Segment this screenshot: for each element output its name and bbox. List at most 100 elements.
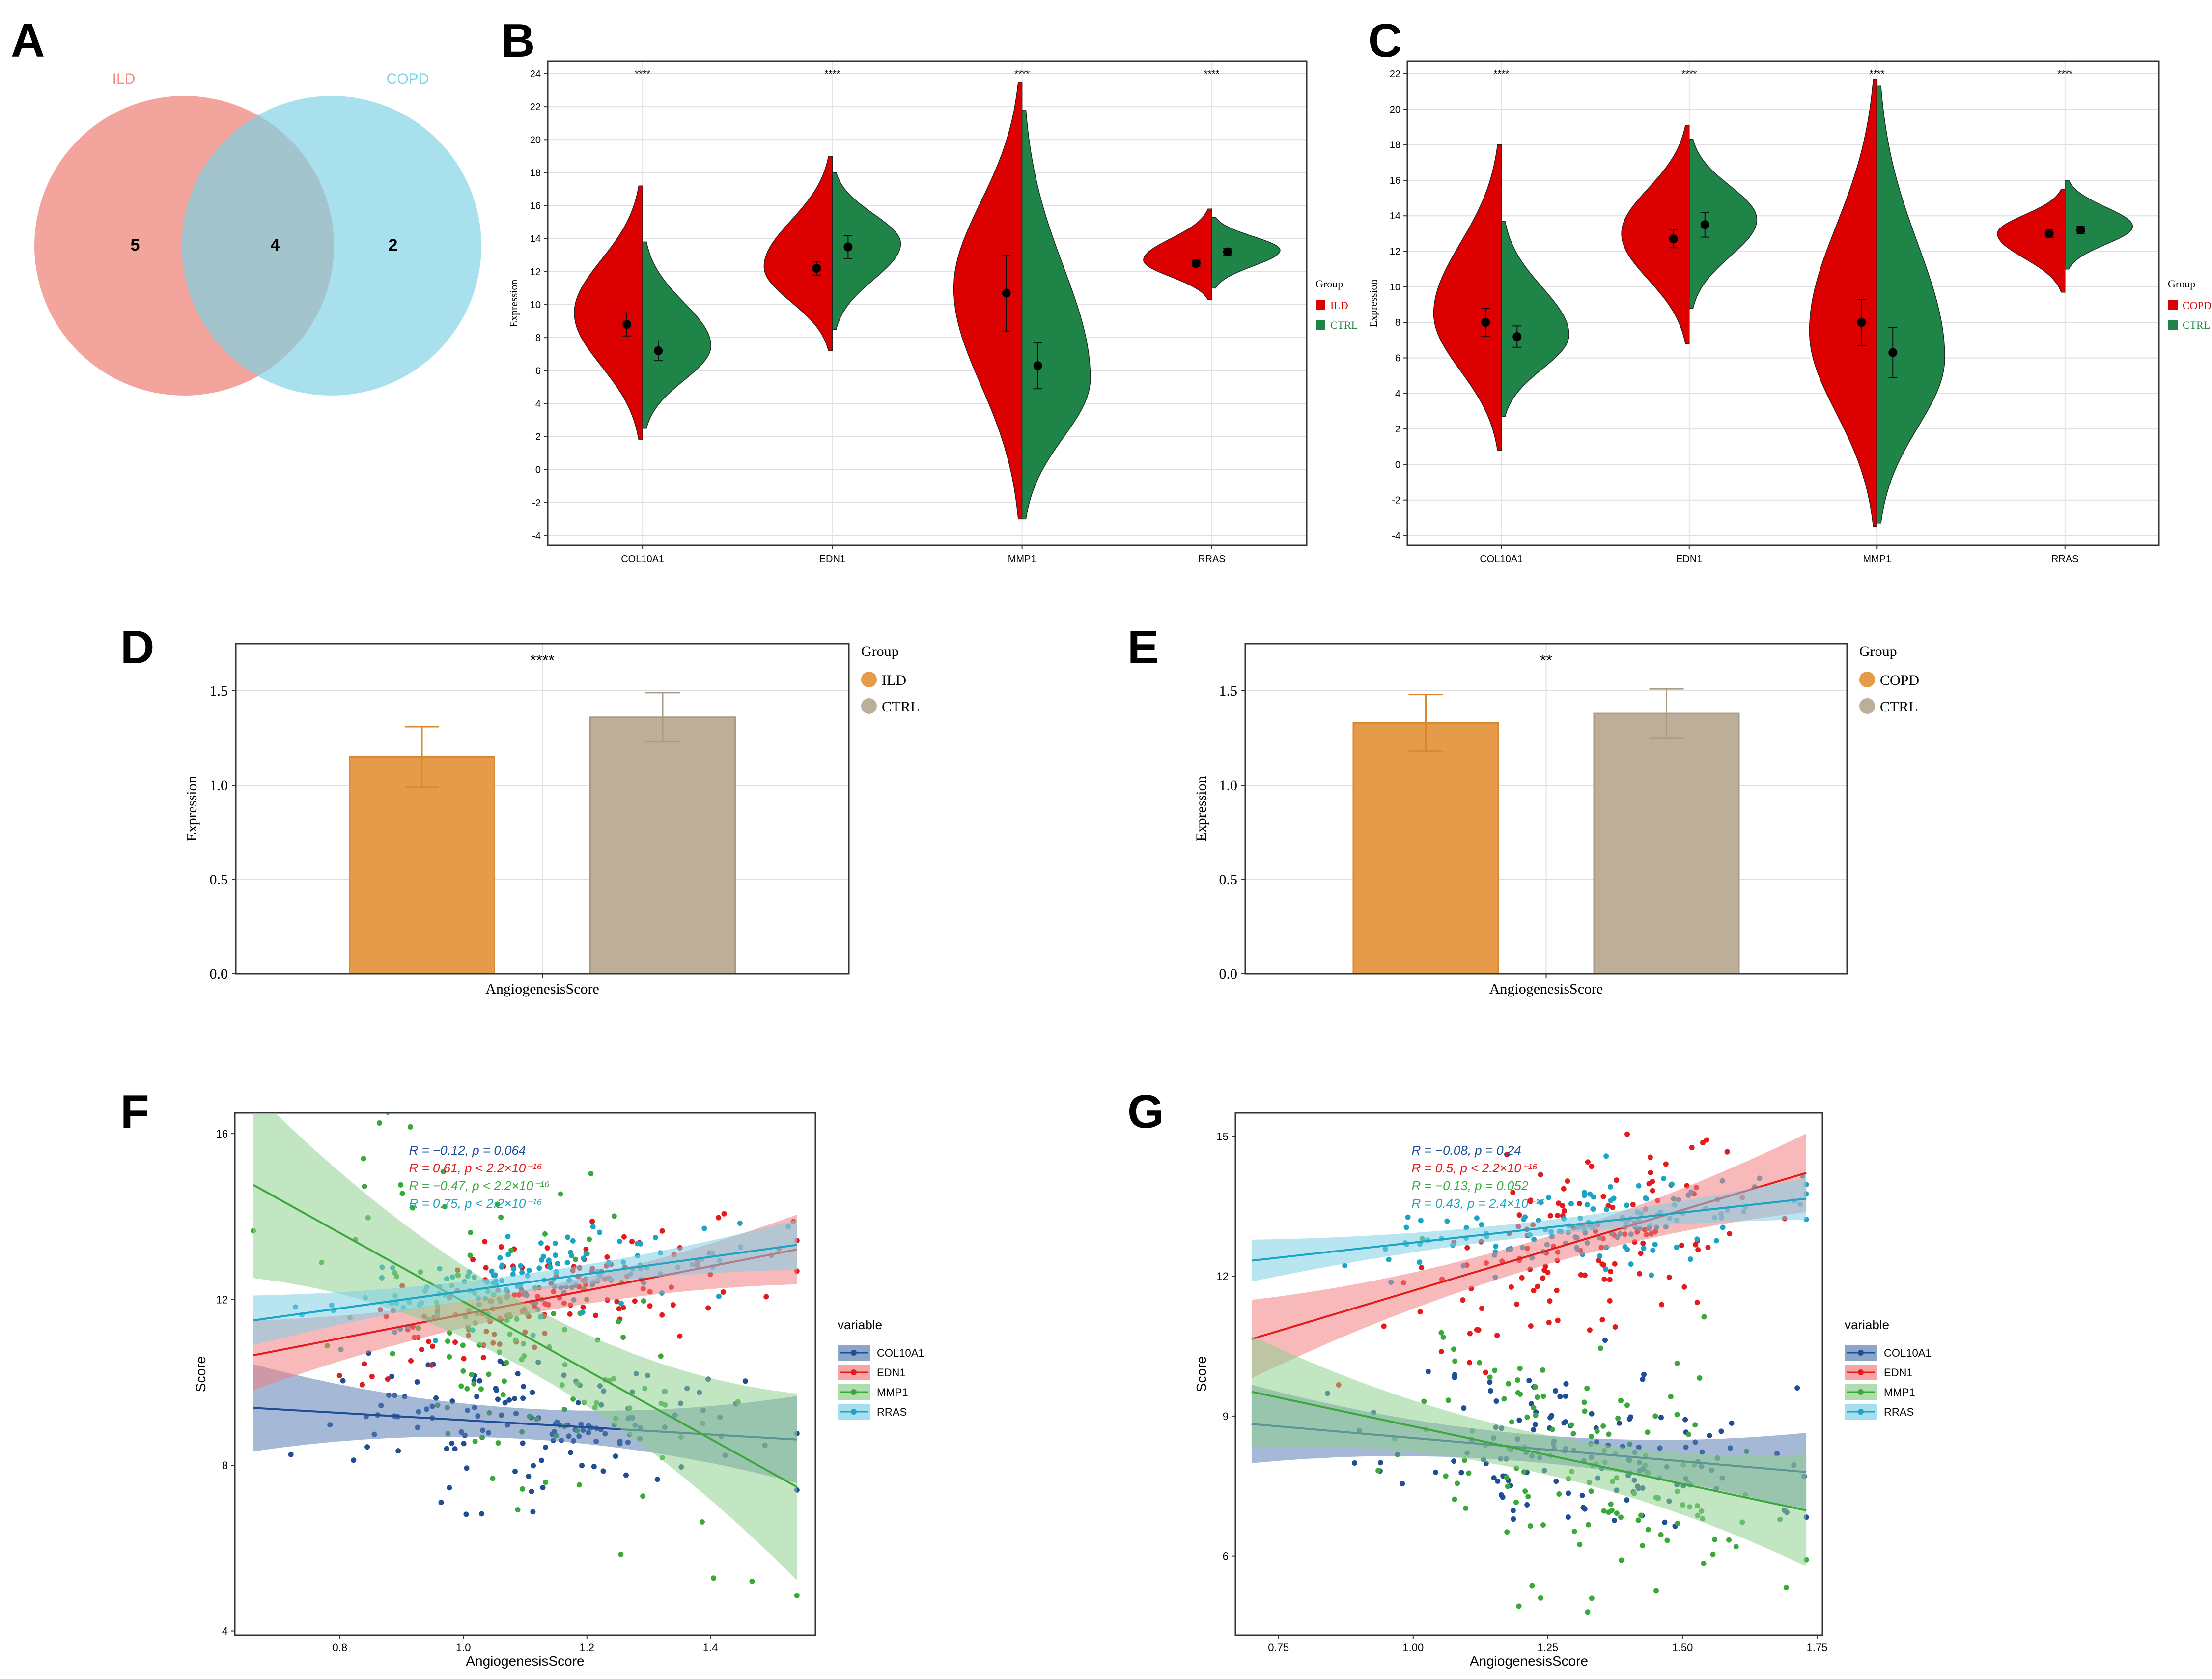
x-tick-label: 1.75 bbox=[1807, 1641, 1828, 1653]
data-point-col10a1 bbox=[1495, 1478, 1501, 1484]
data-point-rras bbox=[536, 1265, 542, 1271]
data-point-edn1 bbox=[593, 1312, 599, 1318]
correlation-annotation-edn1: R = 0.61, p < 2.2×10⁻¹⁶ bbox=[409, 1161, 542, 1175]
data-point-col10a1 bbox=[1549, 1413, 1555, 1419]
data-point-edn1 bbox=[677, 1333, 683, 1339]
data-point-edn1 bbox=[1600, 1194, 1606, 1199]
data-point-mmp1 bbox=[1533, 1412, 1539, 1418]
data-point-col10a1 bbox=[1400, 1481, 1405, 1487]
data-point-col10a1 bbox=[414, 1379, 420, 1385]
data-point-edn1 bbox=[1612, 1324, 1618, 1330]
data-point-edn1 bbox=[721, 1211, 727, 1217]
data-point-col10a1 bbox=[512, 1395, 518, 1401]
scatter-panel-f: F 0.8 1.0 1.2 1.4 4 8 12 16 AngiogenesisScore Scor… bbox=[120, 1085, 924, 1669]
data-point-rras bbox=[618, 1300, 624, 1306]
mean-point bbox=[1512, 332, 1522, 341]
data-point-mmp1 bbox=[362, 1183, 367, 1189]
data-point-rras bbox=[552, 1240, 558, 1246]
data-point-mmp1 bbox=[1582, 1408, 1588, 1414]
regression-line-rras bbox=[253, 1244, 797, 1322]
y-tick-label: -2 bbox=[1392, 495, 1400, 506]
data-point-edn1 bbox=[1705, 1245, 1711, 1251]
data-point-col10a1 bbox=[502, 1400, 508, 1406]
data-point-col10a1 bbox=[1498, 1492, 1504, 1498]
data-point-edn1 bbox=[1601, 1276, 1607, 1282]
violin-half-mmp1-left bbox=[1809, 79, 1877, 527]
data-point-mmp1 bbox=[794, 1593, 800, 1598]
data-point-edn1 bbox=[1610, 1204, 1616, 1210]
data-point-rras bbox=[564, 1260, 570, 1266]
data-point-mmp1 bbox=[515, 1507, 521, 1513]
data-point-col10a1 bbox=[613, 1453, 618, 1459]
y-tick-label: 18 bbox=[1390, 140, 1400, 151]
data-point-col10a1 bbox=[463, 1511, 469, 1517]
data-point-mmp1 bbox=[1509, 1419, 1514, 1425]
data-point-rras bbox=[590, 1224, 596, 1230]
y-tick-label: 9 bbox=[1223, 1410, 1229, 1423]
data-point-mmp1 bbox=[410, 1205, 416, 1211]
y-tick-label: 20 bbox=[530, 135, 541, 145]
venn-circle-copd bbox=[182, 96, 481, 396]
legend-point bbox=[851, 1350, 857, 1356]
data-point-mmp1 bbox=[1701, 1314, 1707, 1320]
data-point-edn1 bbox=[604, 1254, 610, 1260]
legend-point bbox=[1858, 1389, 1864, 1395]
y-tick-label: 12 bbox=[1390, 247, 1400, 257]
data-point-mmp1 bbox=[1556, 1491, 1562, 1497]
data-point-rras bbox=[505, 1233, 511, 1239]
data-point-mmp1 bbox=[1438, 1330, 1444, 1336]
data-point-col10a1 bbox=[520, 1440, 526, 1446]
data-point-mmp1 bbox=[464, 1386, 470, 1392]
data-point-rras bbox=[1720, 1224, 1726, 1230]
y-tick-label: 0 bbox=[535, 465, 541, 476]
data-point-edn1 bbox=[1460, 1297, 1466, 1303]
data-point-mmp1 bbox=[361, 1156, 366, 1162]
data-point-mmp1 bbox=[1640, 1543, 1646, 1549]
data-point-mmp1 bbox=[1606, 1431, 1612, 1437]
data-point-edn1 bbox=[360, 1382, 365, 1388]
data-point-mmp1 bbox=[1452, 1496, 1457, 1502]
data-point-mmp1 bbox=[1664, 1537, 1670, 1543]
violin-half-edn1-left bbox=[1621, 125, 1690, 344]
legend-swatch bbox=[2168, 300, 2178, 310]
data-point-col10a1 bbox=[1557, 1394, 1563, 1399]
mean-point bbox=[1888, 348, 1898, 357]
data-point-mmp1 bbox=[1538, 1595, 1543, 1601]
data-point-col10a1 bbox=[1589, 1411, 1595, 1417]
data-point-edn1 bbox=[1589, 1164, 1595, 1169]
correlation-annotation-col10a1: R = −0.08, p = 0.24 bbox=[1412, 1143, 1521, 1158]
data-point-col10a1 bbox=[600, 1468, 606, 1474]
data-point-col10a1 bbox=[543, 1444, 549, 1450]
data-point-mmp1 bbox=[1614, 1510, 1620, 1516]
mean-point bbox=[812, 264, 821, 273]
data-point-mmp1 bbox=[1653, 1588, 1659, 1594]
correlation-annotation-rras: R = 0.43, p = 2.4×10⁻¹⁶ bbox=[1412, 1196, 1545, 1211]
data-point-mmp1 bbox=[390, 1351, 395, 1357]
data-point-mmp1 bbox=[478, 1386, 484, 1392]
regression-line-mmp1 bbox=[1251, 1391, 1807, 1511]
data-point-mmp1 bbox=[520, 1486, 526, 1492]
data-point-mmp1 bbox=[460, 1342, 466, 1348]
y-axis-title: Expression bbox=[1193, 776, 1209, 841]
y-tick-label: 1.5 bbox=[210, 683, 228, 699]
data-point-mmp1 bbox=[1712, 1537, 1718, 1542]
confidence-band-mmp1 bbox=[253, 1113, 797, 1580]
data-point-col10a1 bbox=[449, 1440, 455, 1446]
data-point-mmp1 bbox=[699, 1519, 705, 1525]
y-tick-label: 24 bbox=[530, 69, 541, 80]
data-point-col10a1 bbox=[515, 1371, 521, 1377]
y-tick-label: 8 bbox=[1395, 317, 1400, 328]
data-point-edn1 bbox=[1381, 1323, 1387, 1329]
data-point-edn1 bbox=[1510, 1190, 1516, 1195]
y-tick-label: 12 bbox=[216, 1294, 228, 1306]
legend-label: MMP1 bbox=[877, 1386, 908, 1398]
data-point-edn1 bbox=[1700, 1140, 1706, 1146]
data-point-edn1 bbox=[369, 1373, 375, 1379]
data-point-col10a1 bbox=[1640, 1376, 1646, 1382]
y-axis-title: Expression bbox=[1367, 280, 1379, 328]
mean-point bbox=[843, 242, 853, 252]
data-point-mmp1 bbox=[447, 1354, 452, 1360]
data-point-rras bbox=[526, 1267, 532, 1273]
violin-half-rras-right bbox=[2065, 180, 2133, 270]
correlation-annotation-mmp1: R = −0.47, p < 2.2×10⁻¹⁶ bbox=[409, 1178, 550, 1193]
